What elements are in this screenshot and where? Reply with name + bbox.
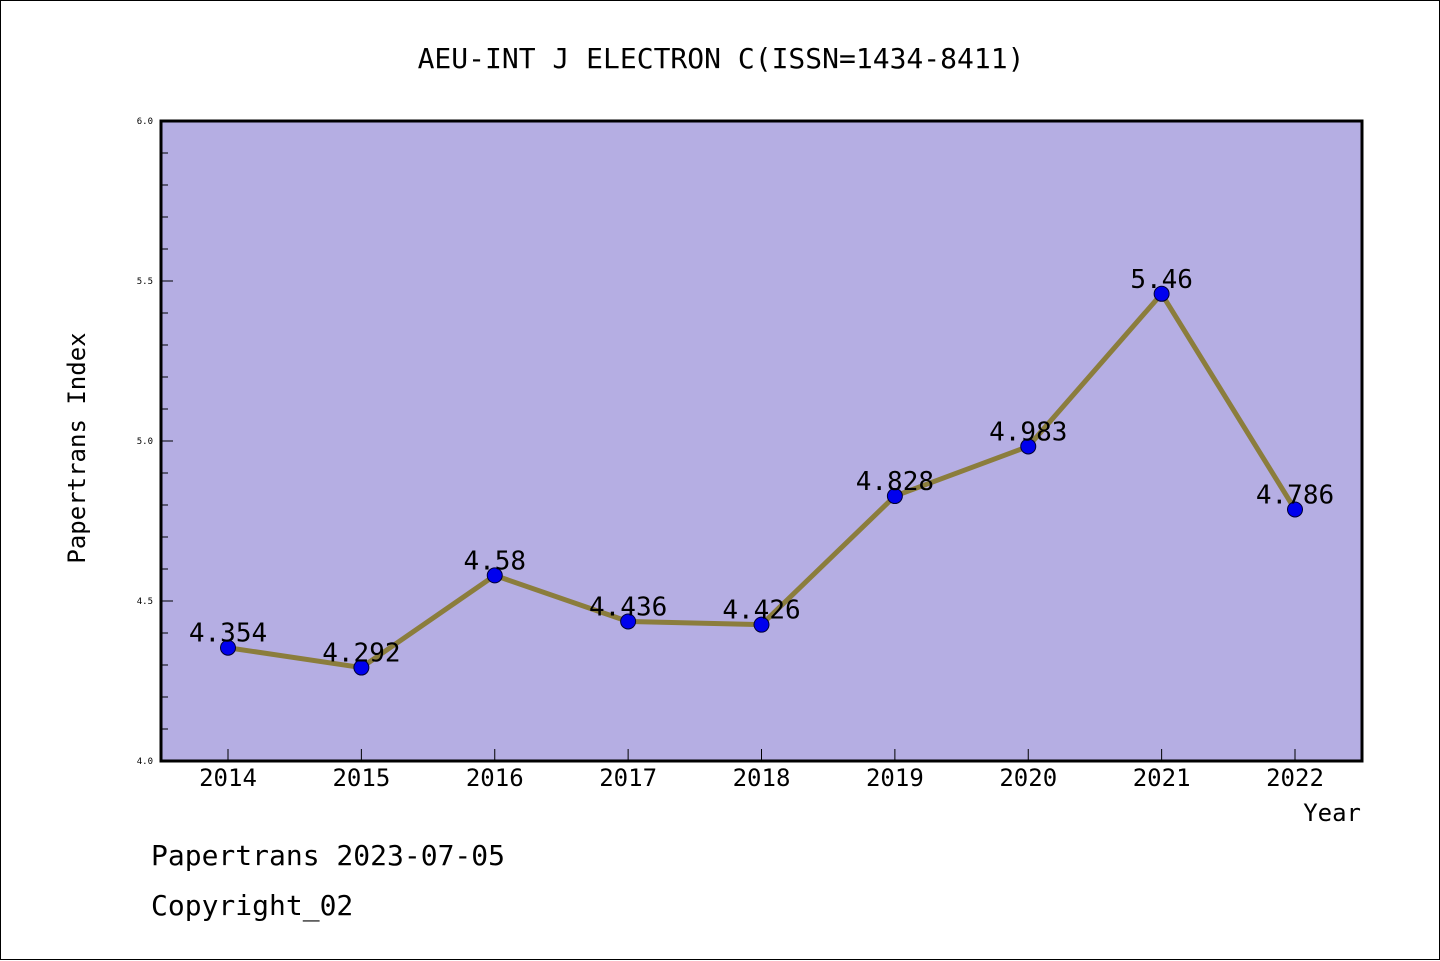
x-tick-label: 2014 <box>199 764 257 792</box>
x-tick-label: 2017 <box>599 764 657 792</box>
data-point <box>220 639 236 656</box>
data-point <box>753 616 770 633</box>
y-axis-label: Papertrans Index <box>63 332 91 563</box>
data-label: 4.292 <box>322 639 400 669</box>
chart-title: AEU-INT J ELECTRON C(ISSN=1434-8411) <box>418 42 1025 75</box>
plot-area <box>159 119 1364 763</box>
data-point <box>486 567 503 584</box>
y-tick-label: 4.0 <box>137 757 153 767</box>
data-point <box>1153 285 1170 302</box>
x-tick-label: 2020 <box>999 764 1057 792</box>
x-tick-label: 2021 <box>1133 764 1191 792</box>
y-tick-label: 5.5 <box>137 277 153 287</box>
x-axis-label: Year <box>1303 799 1361 827</box>
data-label: 4.58 <box>463 546 526 576</box>
y-tick-label: 4.5 <box>137 597 153 607</box>
x-tick-label: 2015 <box>332 764 390 792</box>
data-label: 4.426 <box>722 596 800 626</box>
data-label: 4.436 <box>589 592 667 622</box>
footer-date: Papertrans 2023-07-05 <box>151 839 505 872</box>
data-point <box>1020 438 1037 455</box>
y-tick-label: 6.0 <box>137 117 153 127</box>
x-tick-label: 2019 <box>866 764 924 792</box>
footer-copyright: Copyright_02 <box>151 889 353 923</box>
x-tick-label: 2016 <box>466 764 524 792</box>
data-label: 4.828 <box>856 467 934 497</box>
data-label: 4.354 <box>189 619 267 649</box>
x-tick-label: 2022 <box>1266 764 1324 792</box>
data-point <box>886 488 903 505</box>
data-label: 4.983 <box>989 417 1067 447</box>
data-label: 5.46 <box>1130 265 1193 295</box>
data-point <box>620 613 637 630</box>
x-tick-label: 2018 <box>733 764 791 792</box>
data-point <box>353 659 370 676</box>
data-point <box>1287 501 1303 518</box>
data-label: 4.786 <box>1256 480 1334 510</box>
y-tick-label: 5.0 <box>137 437 153 447</box>
